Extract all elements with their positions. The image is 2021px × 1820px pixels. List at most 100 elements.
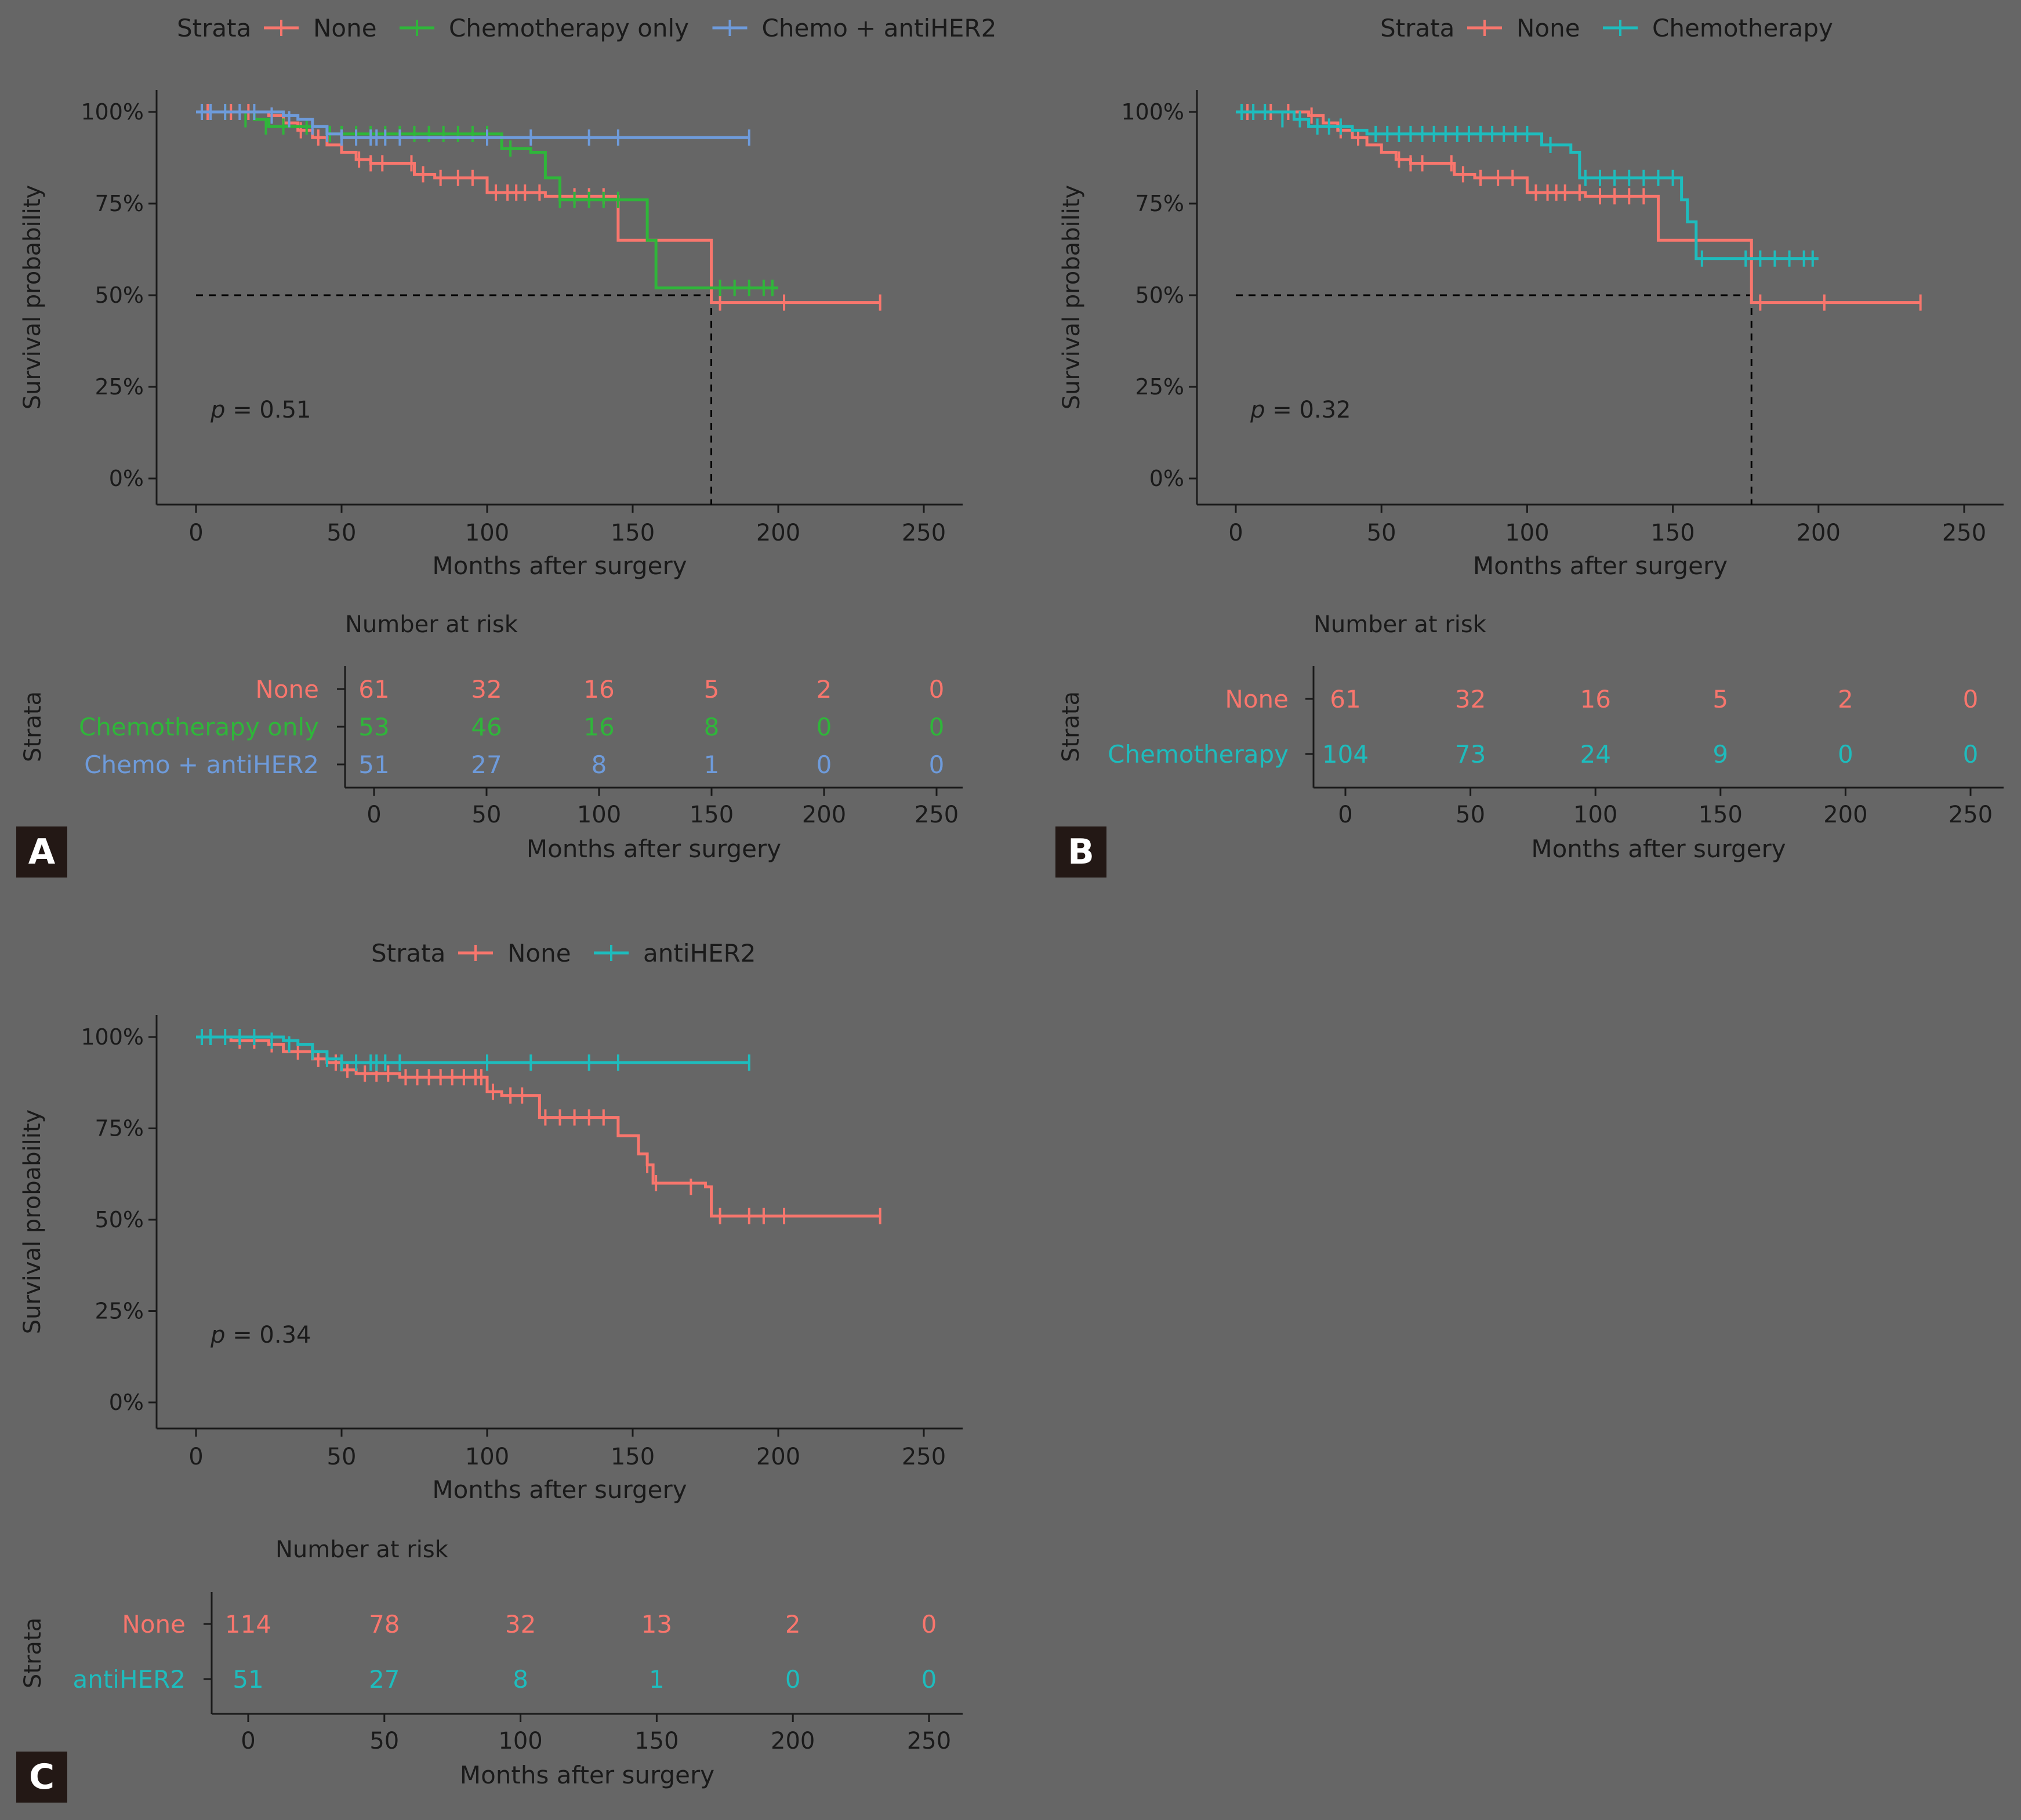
legend-label: None <box>1516 14 1580 42</box>
legend-label: Chemotherapy only <box>449 14 689 42</box>
p-value-number: = 0.51 <box>225 397 311 423</box>
x-tick-label: 200 <box>1797 520 1841 546</box>
risk-x-tick-label: 250 <box>907 1728 951 1754</box>
risk-x-tick-label: 200 <box>1823 802 1867 828</box>
risk-count: 0 <box>785 1665 801 1694</box>
risk-y-title: Strata <box>20 1618 46 1688</box>
risk-count: 0 <box>929 751 945 779</box>
risk-row-label: None <box>122 1610 186 1638</box>
risk-x-tick-label: 50 <box>369 1728 399 1754</box>
y-tick-label: 0% <box>109 466 144 491</box>
y-tick-label: 0% <box>1149 466 1184 491</box>
risk-x-tick-label: 200 <box>802 802 846 828</box>
x-tick-label: 250 <box>902 1444 946 1470</box>
risk-row-label: Chemotherapy only <box>79 713 319 741</box>
risk-count: 16 <box>583 713 614 741</box>
risk-x-title: Months after surgery <box>460 1761 714 1789</box>
risk-x-tick-label: 100 <box>498 1728 542 1754</box>
risk-table-title: Number at risk <box>345 611 518 638</box>
risk-count: 1 <box>704 751 720 779</box>
risk-x-tick-label: 0 <box>367 802 381 828</box>
risk-count: 104 <box>1322 740 1369 768</box>
risk-count: 0 <box>921 1610 937 1638</box>
risk-y-title: Strata <box>1058 691 1084 762</box>
y-tick-label: 25% <box>95 1299 144 1324</box>
risk-count: 61 <box>358 675 389 704</box>
x-tick-label: 250 <box>1942 520 1986 546</box>
risk-count: 114 <box>225 1610 271 1638</box>
x-tick-label: 200 <box>756 1444 800 1470</box>
p-value: p = 0.51 <box>210 397 311 423</box>
risk-row-label: antiHER2 <box>72 1665 186 1694</box>
legend-title: Strata <box>177 14 251 42</box>
y-axis-title: Survival probability <box>19 1110 46 1334</box>
risk-count: 32 <box>471 675 502 704</box>
risk-count: 0 <box>1963 740 1979 768</box>
risk-count: 0 <box>817 751 832 779</box>
risk-x-tick-label: 250 <box>915 802 959 828</box>
panel-badge-b: B <box>1055 826 1106 878</box>
risk-count: 1 <box>649 1665 665 1694</box>
risk-count: 27 <box>471 751 502 779</box>
x-tick-label: 50 <box>327 1444 357 1470</box>
legend-title: Strata <box>371 939 445 967</box>
risk-count: 61 <box>1330 685 1360 713</box>
x-tick-label: 0 <box>188 520 203 546</box>
y-tick-label: 75% <box>95 1116 144 1141</box>
risk-count: 32 <box>1455 685 1486 713</box>
risk-x-tick-label: 50 <box>1456 802 1485 828</box>
y-axis-title: Survival probability <box>1058 185 1085 409</box>
km-curve-1 <box>196 1035 749 1064</box>
risk-x-tick-label: 200 <box>771 1728 815 1754</box>
risk-count: 73 <box>1455 740 1486 768</box>
risk-count: 5 <box>1712 685 1728 713</box>
y-tick-label: 50% <box>95 1207 144 1232</box>
risk-table-title: Number at risk <box>1314 611 1487 638</box>
risk-count: 5 <box>704 675 720 704</box>
legend: Strata None antiHER2 <box>371 939 756 967</box>
risk-count: 0 <box>1963 685 1979 713</box>
legend-label: None <box>313 14 377 42</box>
risk-row-label: None <box>255 675 319 704</box>
risk-x-tick-label: 0 <box>1338 802 1352 828</box>
x-tick-label: 100 <box>465 520 509 546</box>
x-tick-label: 50 <box>327 520 357 546</box>
p-value-symbol: p <box>210 1322 225 1348</box>
risk-count: 27 <box>369 1665 400 1694</box>
risk-count: 8 <box>592 751 607 779</box>
risk-x-tick-label: 50 <box>472 802 502 828</box>
risk-x-tick-label: 100 <box>577 802 621 828</box>
y-tick-label: 100% <box>81 99 144 125</box>
p-value-number: = 0.34 <box>225 1322 311 1348</box>
x-tick-label: 150 <box>611 520 655 546</box>
km-curve-1 <box>196 110 778 289</box>
y-tick-label: 0% <box>109 1390 144 1415</box>
risk-count: 13 <box>641 1610 672 1638</box>
risk-count: 16 <box>1580 685 1610 713</box>
risk-x-tick-label: 150 <box>634 1728 678 1754</box>
p-value-symbol: p <box>1250 397 1265 423</box>
risk-count: 51 <box>233 1665 263 1694</box>
x-tick-label: 100 <box>465 1444 509 1470</box>
panel-badge-a: A <box>16 826 67 878</box>
risk-count: 2 <box>785 1610 801 1638</box>
risk-y-title: Strata <box>20 691 46 762</box>
x-tick-label: 0 <box>1228 520 1243 546</box>
risk-x-tick-label: 0 <box>241 1728 255 1754</box>
y-tick-label: 50% <box>95 282 144 308</box>
risk-x-tick-label: 100 <box>1573 802 1617 828</box>
risk-x-tick-label: 250 <box>1949 802 1993 828</box>
legend-label: Chemo + antiHER2 <box>762 14 997 42</box>
risk-count: 53 <box>358 713 389 741</box>
y-tick-label: 100% <box>1121 99 1184 125</box>
risk-count: 0 <box>929 713 945 741</box>
risk-count: 0 <box>929 675 945 704</box>
km-curve-2 <box>196 110 749 139</box>
risk-count: 0 <box>1838 740 1853 768</box>
km-curve-1 <box>1236 110 1819 260</box>
legend: Strata None Chemotherapy <box>1380 14 1833 42</box>
